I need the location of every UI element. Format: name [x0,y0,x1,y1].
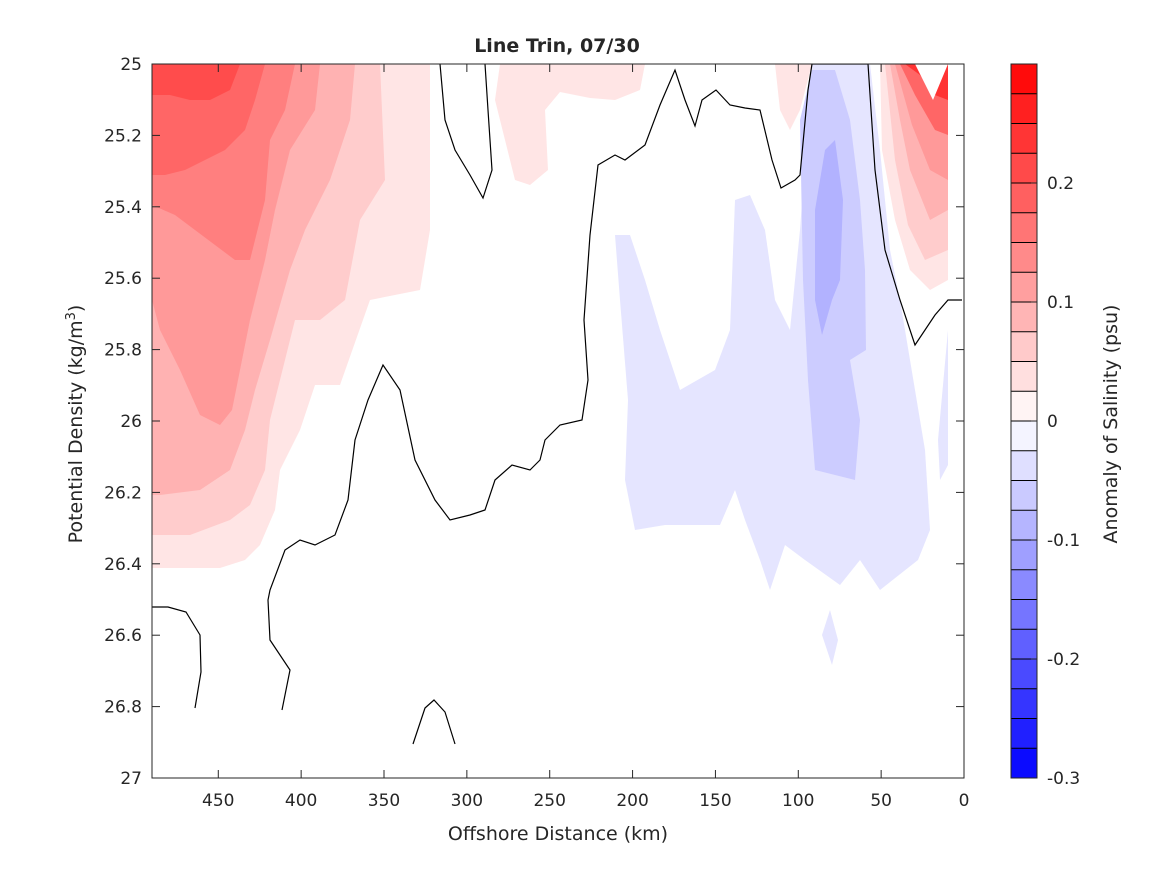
colorbar-band [1011,153,1037,184]
x-tick-label: 450 [202,791,234,811]
y-tick-label: 25.2 [104,126,142,146]
colorbar-band [1011,183,1037,214]
colorbar-band [1011,599,1037,630]
y-tick-label: 25.6 [104,269,142,289]
colorbar-band [1011,629,1037,660]
colorbar-band [1011,302,1037,333]
fill-near-hole [915,64,948,100]
colorbar-band [1011,123,1037,154]
colorbar-band [1011,361,1037,392]
x-tick-label: 250 [533,791,565,811]
colorbar-ticks: 0.2 0.1 0 -0.1 -0.2 -0.3 [1031,174,1080,789]
fill-neg-small [822,610,838,665]
colorbar-band [1011,510,1037,541]
colorbar-tick-label: -0.3 [1047,769,1080,789]
x-tick-label: 400 [285,791,317,811]
colorbar-band [1011,450,1037,481]
plot-area: 450 400 350 300 250 200 150 100 50 0 2525.225.425… [104,55,969,811]
fill-neg-l3 [815,140,843,335]
y-tick-label: 26.8 [104,698,142,718]
colorbar-tick-label: -0.1 [1047,531,1080,551]
colorbar-bands [1011,63,1037,779]
y-tick-label: 26.2 [104,483,142,503]
fill-near100 [775,64,812,130]
y-tick-label: 25 [120,55,142,75]
x-tick-label: 100 [782,791,814,811]
fill-neg-edge [938,330,948,480]
colorbar: 0.2 0.1 0 -0.1 -0.2 -0.3 Anomaly of Salinity … [1010,63,1122,789]
x-axis-ticks: 450 400 350 300 250 200 150 100 50 0 [202,64,969,811]
y-tick-label: 25.4 [104,198,142,218]
x-tick-label: 300 [451,791,483,811]
colorbar-band [1011,421,1037,452]
colorbar-band [1011,391,1037,422]
colorbar-band [1011,64,1037,95]
colorbar-band [1011,242,1037,273]
colorbar-band [1011,480,1037,511]
colorbar-band [1011,748,1037,779]
contour-line-main [267,64,962,711]
x-tick-label: 200 [616,791,648,811]
chart-title: Line Trin, 07/30 [474,35,640,57]
colorbar-band [1011,212,1037,243]
y-tick-label: 26.4 [104,555,142,575]
colorbar-band [1011,93,1037,124]
colorbar-band [1011,718,1037,749]
y-tick-label: 25.8 [104,341,142,361]
colorbar-band [1011,569,1037,600]
colorbar-band [1011,540,1037,571]
colorbar-band [1011,272,1037,303]
zero-contours [152,64,962,745]
x-tick-label: 350 [368,791,400,811]
contour-line-upper-mid [439,64,493,200]
y-axis-ticks: 25 25.2 25.4 25.6 25.8 26 26.2 26.4 26.6 26.8 27 [104,55,964,789]
colorbar-tick-label: 0.1 [1047,293,1074,313]
colorbar-tick-label: 0.2 [1047,174,1074,194]
contour-line-lower-left [152,606,202,709]
y-tick-label: 26.6 [104,626,142,646]
y-tick-label: 26 [120,412,142,432]
x-axis-label: Offshore Distance (km) [448,823,668,845]
colorbar-band [1011,659,1037,690]
y-axis-label: Potential Density (kg/m3) [64,305,88,544]
x-tick-label: 0 [959,791,970,811]
colorbar-label: Anomaly of Salinity (psu) [1100,305,1122,544]
y-tick-label: 27 [120,769,142,789]
contour-line-bottom [412,699,456,745]
x-tick-label: 150 [699,791,731,811]
fill-west-l7 [152,64,240,100]
contour-fills [152,64,948,665]
fill-upper-mid [495,64,645,185]
colorbar-tick-label: 0 [1047,412,1058,432]
colorbar-band [1011,688,1037,719]
x-tick-label: 50 [870,791,892,811]
colorbar-tick-label: -0.2 [1047,650,1080,670]
colorbar-band [1011,331,1037,362]
